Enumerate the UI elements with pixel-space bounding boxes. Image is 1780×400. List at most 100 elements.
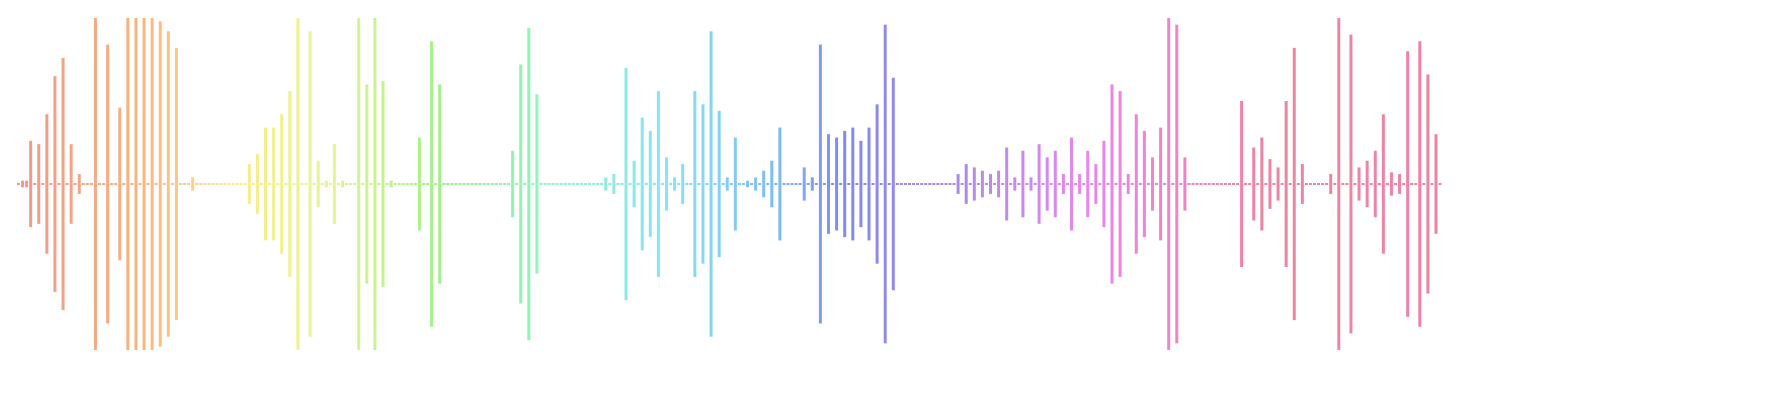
waveform-bar [1418, 41, 1422, 327]
waveform-bar [1223, 183, 1227, 185]
waveform-bar [1078, 174, 1082, 194]
waveform-bar [1025, 183, 1029, 185]
waveform-bar [1385, 183, 1389, 185]
waveform-bar [292, 183, 296, 185]
waveform-bar [1219, 183, 1223, 185]
waveform-bar [1227, 183, 1231, 185]
waveform-bar [1317, 183, 1321, 185]
waveform-bar [519, 64, 523, 304]
waveform-bar [507, 183, 511, 185]
waveform-bar [426, 183, 430, 185]
waveform-bar [786, 183, 790, 185]
waveform-bar [555, 183, 559, 185]
waveform-bar [620, 183, 624, 185]
waveform-bar [1110, 84, 1114, 284]
waveform-bar [1248, 183, 1252, 185]
waveform-bar [434, 183, 438, 185]
waveform-bar [1329, 174, 1333, 194]
waveform-bar [940, 183, 944, 185]
waveform-bar [511, 150, 515, 218]
waveform-bar [1199, 183, 1203, 185]
waveform-bar [1102, 140, 1106, 228]
waveform-bar [515, 183, 519, 185]
waveform-bar [29, 140, 33, 228]
waveform-bar [446, 183, 450, 185]
waveform-bar [1414, 183, 1418, 185]
waveform-bar [859, 140, 863, 228]
waveform-bar [239, 183, 243, 185]
waveform-bar [567, 183, 571, 185]
waveform-bar [454, 183, 458, 185]
waveform-bar [899, 183, 903, 185]
waveform-bar [648, 130, 652, 238]
waveform-bar [328, 183, 332, 185]
waveform-bar [1292, 47, 1296, 321]
waveform-bar [223, 183, 227, 185]
waveform-bar [466, 183, 470, 185]
waveform-bar [1057, 183, 1061, 185]
waveform-bar [1381, 114, 1385, 254]
waveform-bar [1361, 183, 1365, 185]
waveform-bar [895, 183, 899, 185]
waveform-bar [1394, 183, 1397, 185]
waveform-bar [1288, 183, 1292, 185]
waveform-bar [37, 144, 41, 224]
waveform-bar [288, 91, 292, 277]
waveform-bar [158, 21, 162, 347]
waveform-bar [503, 183, 506, 185]
waveform-bar [997, 170, 1001, 198]
waveform-bar [490, 183, 494, 185]
waveform-bar [652, 183, 656, 185]
waveform-bar [397, 183, 401, 185]
waveform-bar [284, 183, 288, 185]
waveform-bar [49, 183, 53, 185]
waveform-bar [1377, 183, 1381, 185]
waveform-bar [822, 183, 826, 185]
waveform-bar [102, 183, 106, 185]
waveform-bar [1191, 183, 1195, 185]
waveform-bar [976, 183, 980, 185]
waveform-bar [1033, 183, 1037, 185]
waveform-bar [693, 91, 697, 277]
waveform-bar [219, 183, 223, 185]
waveform-bar [401, 183, 405, 185]
waveform-bar [114, 183, 118, 185]
waveform-bar [122, 183, 126, 185]
waveform-bar [207, 183, 211, 185]
waveform-bar [332, 144, 336, 224]
waveform-bar [912, 183, 916, 185]
waveform-bar [61, 57, 65, 311]
waveform-bar [1337, 18, 1341, 350]
waveform-bar [741, 183, 745, 185]
waveform-bar [1061, 174, 1065, 194]
waveform-bar [1118, 91, 1122, 277]
waveform-bar [341, 180, 344, 188]
waveform-bar [369, 183, 373, 185]
waveform-bar [110, 183, 114, 185]
waveform-bar [1183, 157, 1187, 211]
waveform-bar [361, 183, 365, 185]
waveform-bar [831, 183, 835, 185]
waveform-bar [972, 167, 976, 201]
waveform-bar [616, 183, 620, 185]
waveform-bar [1017, 183, 1021, 185]
waveform-bar [1373, 150, 1377, 218]
waveform-bar [373, 18, 377, 350]
waveform-bar [1106, 183, 1110, 185]
waveform-bar [916, 183, 920, 185]
waveform-bar [1151, 157, 1154, 211]
waveform-bar [187, 183, 191, 185]
waveform-bar [956, 174, 960, 194]
waveform-bar [717, 110, 721, 258]
waveform-bar [535, 94, 539, 274]
waveform-bar [458, 183, 462, 185]
waveform-bar [235, 183, 239, 185]
waveform-bar [130, 183, 134, 185]
waveform-bar [1260, 137, 1264, 231]
waveform-bar [1021, 150, 1025, 218]
waveform-bar [77, 174, 81, 194]
waveform-bar [669, 183, 673, 185]
waveform-bar [276, 183, 280, 185]
waveform-bar [409, 183, 413, 185]
